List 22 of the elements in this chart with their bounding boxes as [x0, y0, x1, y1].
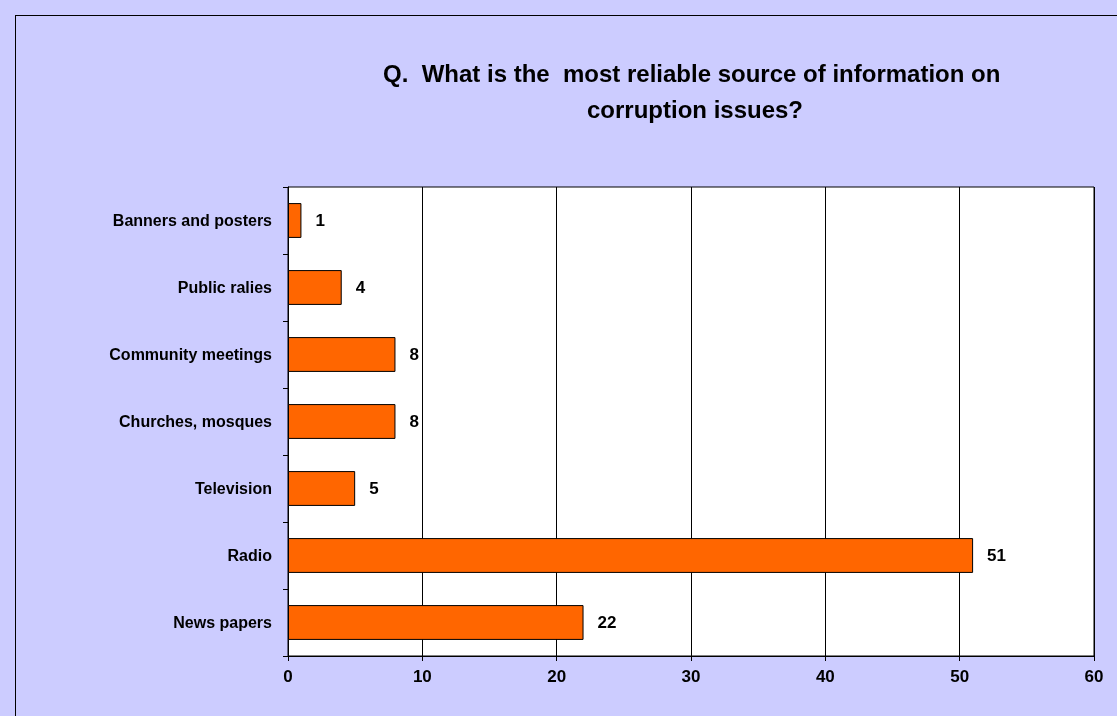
y-tick-label: News papers	[173, 614, 273, 631]
x-tick-label: 0	[283, 667, 293, 686]
data-label: 1	[315, 211, 325, 230]
y-tick-label: Community meetings	[109, 346, 273, 363]
data-label: 5	[369, 479, 379, 498]
chart-title: Q. What is the most reliable source of information on corruption issues?	[382, 59, 1008, 123]
x-tick-label: 10	[412, 667, 432, 686]
data-label: 4	[355, 278, 366, 297]
data-label: 51	[987, 546, 1007, 565]
y-tick-label: Public ralies	[177, 279, 273, 296]
y-tick-label: Churches, mosques	[119, 413, 273, 430]
data-label: 8	[409, 412, 419, 431]
data-label: 8	[409, 345, 419, 364]
y-tick-label: Banners and posters	[112, 212, 273, 229]
y-tick-label: Radio	[227, 547, 273, 564]
x-tick-label: 60	[1084, 667, 1104, 686]
x-tick-label: 40	[815, 667, 835, 686]
y-tick-label: Television	[194, 480, 272, 497]
x-tick-label: 30	[681, 667, 701, 686]
x-tick-label: 50	[950, 667, 970, 686]
x-tick-label: 20	[547, 667, 567, 686]
data-label: 22	[597, 613, 617, 632]
